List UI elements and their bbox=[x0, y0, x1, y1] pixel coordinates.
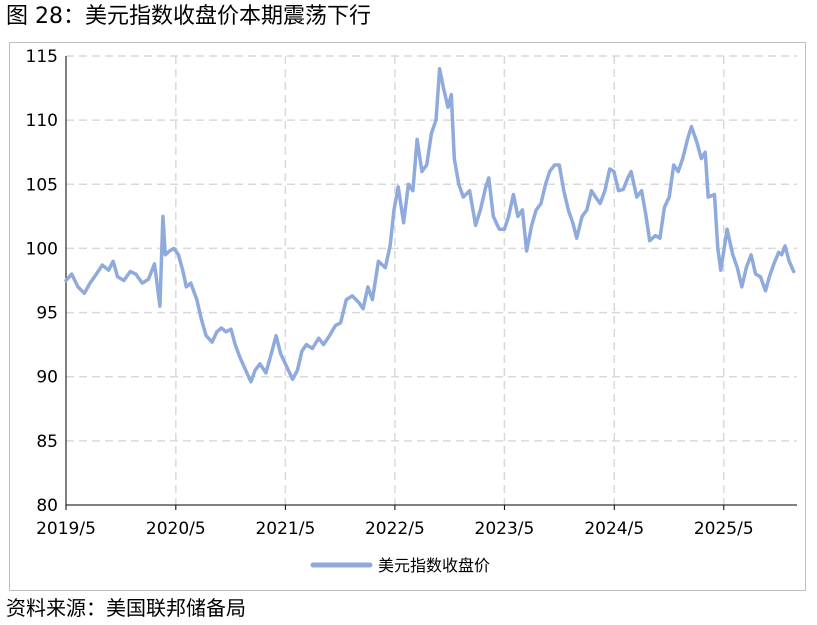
x-tick-label: 2024/5 bbox=[584, 519, 644, 539]
x-tick-label: 2022/5 bbox=[365, 519, 425, 539]
x-tick-label: 2023/5 bbox=[475, 519, 535, 539]
y-tick-label: 115 bbox=[26, 47, 58, 67]
series-line-0 bbox=[64, 67, 796, 384]
y-tick-label: 85 bbox=[36, 432, 58, 452]
plot-area bbox=[64, 67, 796, 384]
y-tick-label: 95 bbox=[36, 304, 58, 324]
data-source-note: 资料来源：美国联邦储备局 bbox=[6, 596, 246, 620]
x-tick-label: 2019/5 bbox=[36, 519, 96, 539]
y-tick-label: 105 bbox=[26, 175, 58, 195]
x-tick-label: 2021/5 bbox=[255, 519, 315, 539]
x-tick-label: 2025/5 bbox=[694, 519, 754, 539]
figure-title: 图 28：美元指数收盘价本期震荡下行 bbox=[6, 4, 371, 29]
chart-frame bbox=[9, 42, 806, 591]
y-tick-label: 80 bbox=[36, 496, 58, 516]
y-axis-ticks: 80 85 90 95 100 105 110 115 bbox=[26, 47, 58, 516]
y-tick-label: 100 bbox=[26, 239, 58, 259]
x-tick-label: 2020/5 bbox=[146, 519, 206, 539]
chart-legend: 美元指数收盘价 bbox=[310, 556, 490, 575]
y-tick-label: 110 bbox=[26, 111, 58, 131]
y-tick-label: 90 bbox=[36, 368, 58, 388]
gridlines bbox=[66, 55, 797, 505]
x-axis-ticks: 2019/5 2020/5 2021/5 2022/5 2023/5 2024/5 2025… bbox=[36, 505, 754, 539]
legend-label-dollar-index: 美元指数收盘价 bbox=[378, 556, 490, 575]
